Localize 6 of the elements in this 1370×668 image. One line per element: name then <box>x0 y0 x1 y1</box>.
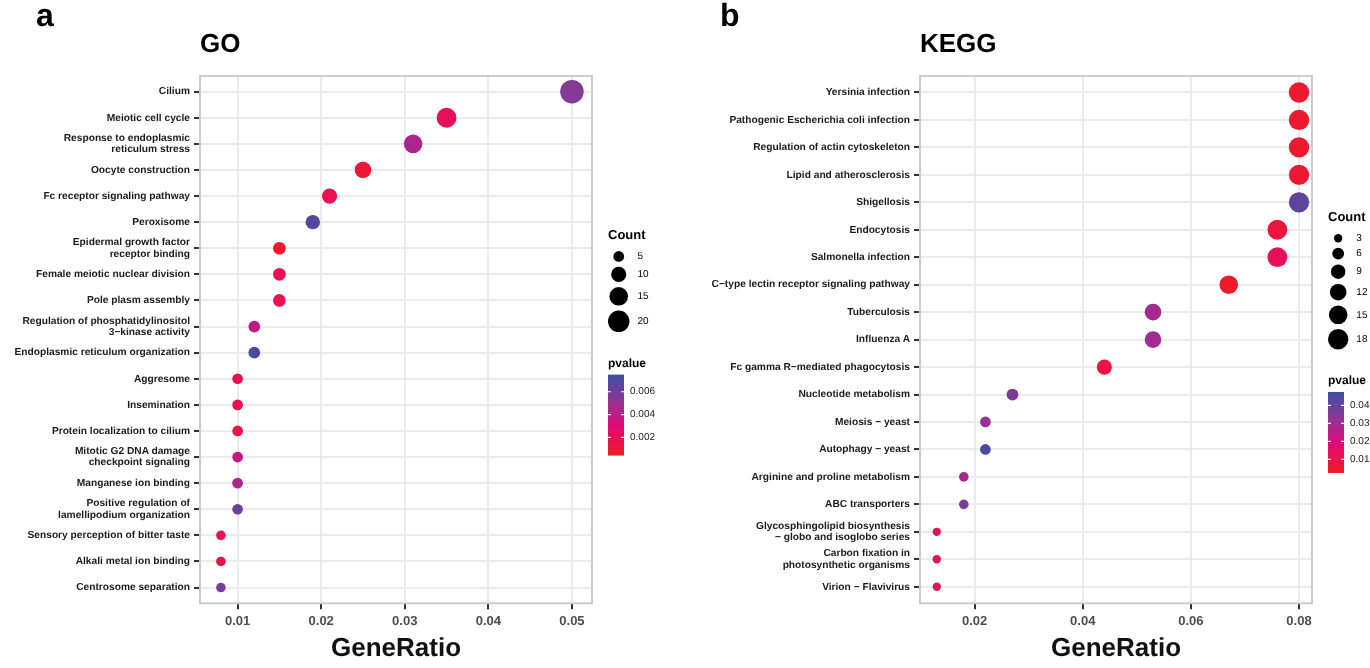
x-axis-title: GeneRatio <box>330 631 462 662</box>
chart-title: KEGG <box>920 28 997 58</box>
chart-title: GO <box>200 28 241 58</box>
text: b <box>720 0 740 34</box>
text: a <box>36 0 54 34</box>
x-axis-title: GeneRatio <box>1050 631 1182 662</box>
